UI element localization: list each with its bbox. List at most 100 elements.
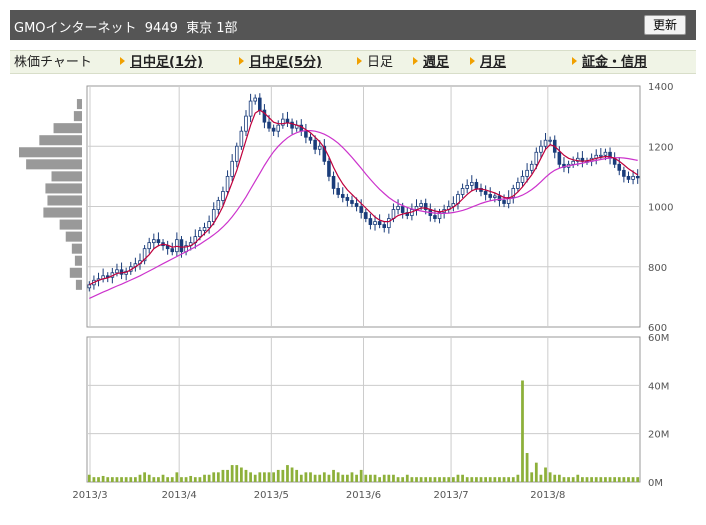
candle-body: [474, 181, 479, 189]
candle-body: [230, 160, 234, 177]
candle-body: [437, 212, 442, 219]
volume-bars: [87, 380, 640, 482]
nav-label[interactable]: 週足: [423, 55, 450, 70]
volume-bar: [318, 474, 322, 482]
volume-bar: [498, 477, 501, 482]
volume-bar: [433, 477, 437, 482]
candle-body: [350, 200, 354, 204]
axis-labels: 600 800 1000 1200 1400 0M 20M 40M 60M 2013/3 2013/…: [72, 82, 673, 501]
volume-bar: [530, 472, 534, 482]
volume-bar: [594, 477, 598, 482]
nav-item-weekly[interactable]: 週足: [413, 54, 449, 71]
volume-bar: [613, 477, 617, 482]
volume-bar: [299, 474, 303, 482]
nav-item-monthly[interactable]: 月足: [470, 54, 506, 71]
volume-bar: [410, 477, 414, 482]
volume-bar: [207, 474, 211, 482]
candle-body: [576, 157, 580, 162]
volume-bar: [193, 477, 197, 482]
candle-body: [207, 221, 211, 228]
candle-body: [599, 154, 603, 157]
nav-item-intraday-1min[interactable]: 日中足(1分): [120, 54, 203, 71]
nav-label[interactable]: 月足: [480, 55, 507, 70]
profile-bar: [45, 183, 82, 194]
candle-body: [433, 215, 437, 219]
volume-bar: [585, 477, 589, 482]
candle-body: [262, 109, 267, 123]
volume-bar: [276, 469, 280, 482]
candle-body: [571, 160, 575, 165]
candle-body: [336, 188, 340, 195]
volume-bar: [110, 477, 114, 482]
profile-bar: [47, 195, 82, 206]
candle-body: [460, 188, 465, 195]
candle-body: [156, 239, 161, 244]
nav-item-margin-credit[interactable]: 証金・信用: [572, 54, 647, 71]
volume-bar: [502, 477, 506, 482]
volume-bar: [493, 477, 497, 482]
nav-item-intraday-5min[interactable]: 日中足(5分): [239, 54, 322, 71]
volume-bar: [479, 477, 483, 482]
volume-bar: [567, 477, 570, 482]
candle-body: [327, 160, 331, 177]
volume-bar: [456, 474, 460, 482]
volume-bar: [405, 474, 409, 482]
candle-body: [179, 239, 184, 253]
volume-bar: [267, 472, 271, 482]
volume-bar: [281, 469, 285, 482]
candle-body: [525, 169, 529, 177]
volume-bar: [484, 477, 488, 482]
candlesticks: [87, 93, 640, 292]
volume-bar: [175, 472, 179, 482]
price-volume-profile: [19, 99, 82, 290]
nav-label[interactable]: 証金・信用: [582, 55, 648, 70]
candle-body: [322, 145, 327, 162]
date-tick-label: 2013/8: [530, 490, 565, 501]
candle-body: [244, 115, 248, 132]
candle-body: [548, 139, 552, 142]
volume-bar: [152, 477, 156, 482]
profile-bar: [65, 231, 82, 242]
volume-bar: [166, 477, 170, 482]
candle-body: [622, 169, 626, 177]
volume-bar: [295, 469, 299, 482]
candle-body: [493, 195, 497, 198]
candle-body: [377, 221, 382, 225]
candle-body: [364, 212, 368, 219]
volume-bar: [143, 472, 146, 482]
nav-label: 日中足(1分): [130, 55, 203, 70]
candle-body: [511, 188, 516, 198]
volume-bar: [226, 469, 229, 482]
volume-bar: [382, 474, 386, 482]
refresh-button[interactable]: 更新: [643, 15, 686, 35]
volume-bar: [239, 467, 243, 482]
candle-body: [529, 163, 534, 171]
candle-body: [497, 195, 502, 201]
stock-title: GMOインターネット 9449 東京 1部: [14, 21, 238, 36]
volume-bar: [101, 475, 105, 482]
candle-body: [359, 206, 363, 213]
volume-bar: [636, 477, 640, 482]
date-tick-label: 2013/4: [162, 490, 197, 501]
candle-body: [308, 136, 313, 141]
ma-short-line: [89, 109, 639, 286]
volume-bar: [124, 477, 128, 482]
candle-body: [387, 218, 391, 228]
volume-tick-label: 60M: [648, 333, 669, 344]
volume-bar: [475, 477, 478, 482]
candle-body: [516, 181, 520, 189]
profile-bar: [59, 219, 82, 230]
volume-bar: [203, 474, 206, 482]
nav-arrow-icon: [413, 57, 418, 65]
volume-bar: [378, 477, 382, 482]
candle-body: [170, 248, 175, 253]
candle-body: [483, 191, 488, 195]
nav-arrow-icon: [572, 57, 577, 65]
volume-bar: [170, 477, 174, 482]
candle-body: [488, 194, 493, 198]
volume-bar: [355, 474, 358, 482]
volume-bar: [548, 472, 552, 482]
candle-body: [276, 124, 281, 132]
candle-body: [290, 121, 294, 129]
nav-label: 日中足(5分): [249, 55, 322, 70]
